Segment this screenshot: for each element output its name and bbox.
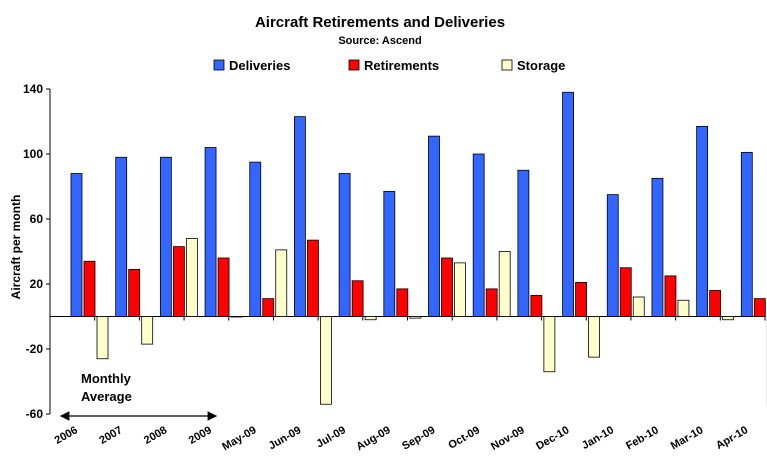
bar-deliveries-jun-09: [294, 116, 306, 317]
bar-retirements-2009: [217, 257, 230, 317]
bar-storage-2008: [185, 238, 198, 317]
bar-storage-nov-09: [543, 316, 556, 373]
annotation-line2: Average: [81, 389, 132, 404]
bar-retirements-apr-10: [753, 298, 766, 317]
bar-storage-sep-09: [454, 262, 466, 317]
legend-swatch-deliveries: [213, 59, 225, 71]
x-tick-label: Aug-09: [354, 424, 392, 453]
x-tick-label: Feb-10: [624, 424, 661, 452]
bar-storage-2009: [230, 316, 243, 318]
legend-label-storage: Storage: [517, 58, 565, 73]
bar-deliveries-jul-09: [338, 173, 351, 317]
x-tick-label: 2009: [187, 424, 214, 447]
y-tick-label: -20: [26, 342, 44, 356]
x-tick-label: Dec-10: [534, 424, 571, 452]
bar-deliveries-2007: [115, 156, 128, 317]
chart-subtitle: Source: Ascend: [338, 35, 421, 47]
x-tick-label: Jul-09: [314, 424, 348, 450]
y-tick-label: 100: [23, 147, 43, 161]
x-tick-label: 2006: [53, 424, 80, 447]
annotation-line1: Monthly: [81, 371, 132, 386]
bar-deliveries-mar-10: [696, 125, 709, 317]
bar-retirements-2007: [128, 268, 141, 317]
y-tick-label: 140: [23, 82, 43, 96]
legend-swatch-storage: [501, 59, 513, 71]
bar-storage-jun-09: [320, 316, 332, 405]
x-tick-label: May-09: [220, 424, 258, 453]
legend-label-deliveries: Deliveries: [229, 58, 290, 73]
bar-retirements-jan-10: [619, 267, 632, 317]
x-tick-label: Jan-10: [580, 424, 616, 452]
bar-retirements-oct-09: [485, 288, 498, 317]
bar-storage-mar-10: [722, 316, 735, 321]
bar-storage-jan-10: [632, 296, 645, 317]
x-tick-label: Sep-09: [400, 424, 437, 452]
bar-deliveries-apr-10: [740, 151, 753, 317]
chart-title: Aircraft Retirements and Deliveries: [255, 14, 505, 31]
bar-storage-aug-09: [409, 316, 422, 319]
bar-deliveries-dec-10: [562, 91, 574, 317]
bar-retirements-feb-10: [664, 275, 677, 317]
bar-retirements-mar-10: [709, 290, 722, 317]
bar-retirements-nov-09: [530, 294, 543, 317]
legend: Deliveries Retirements Storage: [213, 58, 565, 73]
bar-deliveries-feb-10: [651, 177, 664, 317]
bar-retirements-jul-09: [351, 280, 364, 317]
bar-storage-2007: [141, 316, 154, 345]
x-tick-label: Apr-10: [714, 424, 750, 452]
bar-deliveries-2008: [159, 156, 172, 317]
bar-retirements-sep-09: [441, 257, 453, 317]
bar-deliveries-2006: [70, 173, 83, 317]
y-tick-label: -60: [26, 407, 44, 421]
x-tick-label: 2008: [142, 424, 169, 447]
x-tick-label: Jun-09: [267, 424, 304, 452]
bar-storage-feb-10: [677, 299, 690, 317]
bar-storage-2006: [96, 316, 109, 360]
x-tick-label: Oct-09: [446, 424, 482, 452]
bar-deliveries-jan-10: [606, 194, 619, 317]
bar-storage-jul-09: [364, 316, 377, 321]
bar-deliveries-2009: [204, 147, 217, 317]
bar-retirements-jun-09: [307, 239, 319, 317]
x-axis-labels: 2006 2007 2008 2009 May-09 Jun-09 Jul-09 Aug-09…: [53, 424, 751, 453]
bar-deliveries-nov-09: [517, 169, 530, 317]
bar-retirements-aug-09: [396, 288, 409, 317]
bar-storage-may-09: [275, 249, 288, 317]
x-tick-label: Nov-09: [489, 424, 527, 453]
bar-storage-oct-09: [498, 251, 511, 317]
bar-retirements-dec-10: [575, 281, 587, 317]
bar-retirements-2008: [172, 246, 185, 317]
bar-deliveries-sep-09: [428, 135, 440, 317]
monthly-average-annotation: Monthly Average: [59, 371, 218, 421]
bar-deliveries-aug-09: [383, 190, 396, 317]
legend-label-retirements: Retirements: [364, 58, 439, 73]
y-tick-label: 20: [30, 277, 44, 291]
bars: [70, 91, 767, 405]
bar-retirements-2006: [83, 260, 96, 317]
x-tick-label: Mar-10: [669, 424, 706, 452]
bar-retirements-may-09: [262, 298, 275, 317]
legend-swatch-retirements: [348, 59, 360, 71]
bar-deliveries-may-09: [249, 161, 262, 317]
x-tick-label: 2007: [97, 424, 124, 447]
bar-storage-dec-10: [588, 316, 600, 358]
y-tick-label: 60: [30, 212, 44, 226]
bar-deliveries-oct-09: [472, 153, 485, 317]
y-axis-label: Aircraft per month: [9, 195, 23, 300]
